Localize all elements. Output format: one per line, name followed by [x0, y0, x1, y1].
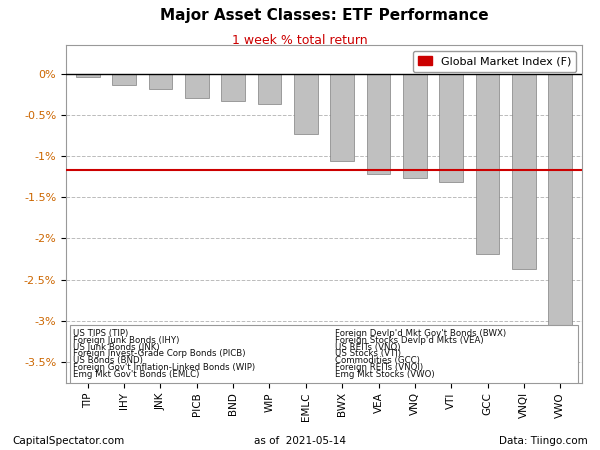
Bar: [149, 74, 172, 90]
Text: Foreign Devlp'd Mkt Gov't Bonds (BWX): Foreign Devlp'd Mkt Gov't Bonds (BWX): [335, 329, 506, 338]
Text: 1 week % total return: 1 week % total return: [232, 34, 368, 47]
Bar: [76, 74, 100, 77]
Bar: [185, 74, 209, 98]
Text: as of  2021-05-14: as of 2021-05-14: [254, 436, 346, 446]
Legend: Global Market Index (F): Global Market Index (F): [413, 50, 577, 72]
Bar: [221, 74, 245, 101]
Bar: [403, 74, 427, 178]
Text: Foreign Invest-Grade Corp Bonds (PICB): Foreign Invest-Grade Corp Bonds (PICB): [73, 350, 246, 359]
Bar: [512, 74, 536, 269]
Text: Commodities (GCC): Commodities (GCC): [335, 356, 420, 365]
Bar: [367, 74, 391, 174]
Title: Major Asset Classes: ETF Performance: Major Asset Classes: ETF Performance: [160, 8, 488, 23]
Text: Data: Tiingo.com: Data: Tiingo.com: [499, 436, 588, 446]
Text: Emg Mkt Gov't Bonds (EMLC): Emg Mkt Gov't Bonds (EMLC): [73, 370, 200, 379]
Text: Foreign Stocks Devlp'd Mkts (VEA): Foreign Stocks Devlp'd Mkts (VEA): [335, 336, 484, 345]
Bar: [70, 325, 578, 382]
Text: Foreign Gov't Inflation-Linked Bonds (WIP): Foreign Gov't Inflation-Linked Bonds (WI…: [73, 363, 256, 372]
Bar: [439, 74, 463, 182]
Text: Foreign REITs (VNQI): Foreign REITs (VNQI): [335, 363, 423, 372]
Text: US Bonds (BND): US Bonds (BND): [73, 356, 143, 365]
Bar: [331, 74, 354, 161]
Bar: [548, 74, 572, 336]
Text: US Stocks (VTI): US Stocks (VTI): [335, 350, 401, 359]
Text: US REITs (VNQ): US REITs (VNQ): [335, 342, 400, 351]
Bar: [112, 74, 136, 85]
Bar: [257, 74, 281, 104]
Text: US TIPS (TIP): US TIPS (TIP): [73, 329, 128, 338]
Text: CapitalSpectator.com: CapitalSpectator.com: [12, 436, 124, 446]
Bar: [294, 74, 317, 134]
Bar: [476, 74, 499, 254]
Text: Foreign Junk Bonds (IHY): Foreign Junk Bonds (IHY): [73, 336, 179, 345]
Text: Emg Mkt Stocks (VWO): Emg Mkt Stocks (VWO): [335, 370, 434, 379]
Text: US Junk Bonds (JNK): US Junk Bonds (JNK): [73, 342, 160, 351]
